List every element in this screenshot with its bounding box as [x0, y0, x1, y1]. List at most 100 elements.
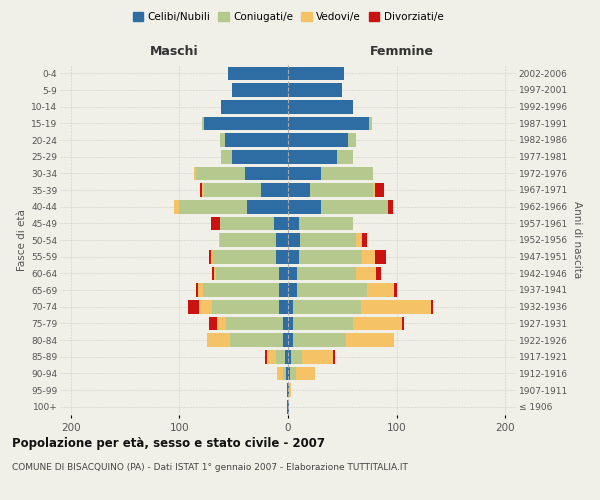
Bar	[394, 283, 397, 297]
Bar	[288, 133, 348, 147]
Bar	[337, 150, 353, 164]
Bar	[174, 200, 179, 213]
Bar	[375, 250, 386, 264]
Bar	[228, 66, 288, 80]
Bar	[300, 233, 356, 247]
Bar	[288, 300, 293, 314]
Bar	[205, 183, 261, 197]
Bar	[288, 83, 342, 97]
Legend: Celibi/Nubili, Coniugati/e, Vedovi/e, Divorziati/e: Celibi/Nubili, Coniugati/e, Vedovi/e, Di…	[128, 8, 448, 26]
Bar	[320, 166, 373, 180]
Bar	[288, 350, 291, 364]
Bar	[402, 316, 404, 330]
Bar	[290, 366, 296, 380]
Bar	[288, 66, 344, 80]
Bar	[289, 383, 291, 397]
Bar	[221, 100, 288, 114]
Text: COMUNE DI BISACQUINO (PA) - Dati ISTAT 1° gennaio 2007 - Elaborazione TUTTITALIA: COMUNE DI BISACQUINO (PA) - Dati ISTAT 1…	[12, 462, 408, 471]
Bar	[348, 133, 356, 147]
Bar	[268, 350, 276, 364]
Bar	[332, 350, 335, 364]
Y-axis label: Anni di nascita: Anni di nascita	[572, 202, 582, 278]
Bar	[202, 116, 205, 130]
Bar	[211, 216, 220, 230]
Bar	[310, 183, 373, 197]
Y-axis label: Fasce di età: Fasce di età	[17, 209, 27, 271]
Bar	[288, 183, 310, 197]
Bar	[221, 150, 232, 164]
Bar	[431, 300, 433, 314]
Bar	[296, 283, 367, 297]
Bar	[274, 216, 288, 230]
Bar	[287, 383, 288, 397]
Bar	[367, 283, 394, 297]
Bar	[245, 166, 288, 180]
Bar	[218, 233, 220, 247]
Bar	[299, 216, 353, 230]
Bar	[276, 350, 285, 364]
Text: Maschi: Maschi	[149, 45, 199, 58]
Bar	[280, 300, 288, 314]
Bar	[225, 133, 288, 147]
Bar	[288, 383, 289, 397]
Bar	[288, 366, 290, 380]
Bar	[356, 233, 362, 247]
Bar	[346, 333, 394, 347]
Bar	[288, 116, 370, 130]
Bar	[206, 333, 230, 347]
Bar	[283, 366, 286, 380]
Bar	[375, 183, 383, 197]
Bar	[299, 250, 362, 264]
Bar	[288, 266, 296, 280]
Bar	[373, 183, 375, 197]
Bar	[196, 283, 198, 297]
Bar	[293, 333, 346, 347]
Bar	[293, 316, 353, 330]
Bar	[247, 200, 288, 213]
Bar	[220, 216, 274, 230]
Text: Popolazione per età, sesso e stato civile - 2007: Popolazione per età, sesso e stato civil…	[12, 438, 325, 450]
Bar	[226, 316, 283, 330]
Bar	[276, 233, 288, 247]
Bar	[230, 333, 283, 347]
Bar	[211, 250, 213, 264]
Bar	[356, 266, 376, 280]
Bar	[283, 333, 288, 347]
Bar	[280, 266, 288, 280]
Bar	[288, 200, 320, 213]
Bar	[217, 266, 280, 280]
Bar	[370, 116, 371, 130]
Bar	[209, 250, 211, 264]
Bar	[213, 250, 276, 264]
Bar	[296, 266, 356, 280]
Bar	[288, 166, 320, 180]
Bar	[388, 200, 394, 213]
Bar	[296, 366, 315, 380]
Text: Femmine: Femmine	[370, 45, 434, 58]
Bar	[291, 350, 302, 364]
Bar	[362, 233, 367, 247]
Bar	[214, 266, 217, 280]
Bar	[196, 166, 245, 180]
Bar	[265, 350, 268, 364]
Bar	[205, 116, 288, 130]
Bar	[288, 216, 299, 230]
Bar	[362, 250, 375, 264]
Bar	[209, 316, 217, 330]
Bar	[217, 316, 226, 330]
Bar	[288, 333, 293, 347]
Bar	[261, 183, 288, 197]
Bar	[288, 250, 299, 264]
Bar	[288, 150, 337, 164]
Bar	[198, 283, 203, 297]
Bar	[287, 400, 288, 413]
Bar	[179, 200, 247, 213]
Bar	[200, 183, 202, 197]
Bar	[220, 233, 276, 247]
Bar	[288, 400, 289, 413]
Bar	[288, 100, 353, 114]
Bar	[280, 283, 288, 297]
Bar	[288, 233, 300, 247]
Bar	[293, 300, 361, 314]
Bar	[361, 300, 431, 314]
